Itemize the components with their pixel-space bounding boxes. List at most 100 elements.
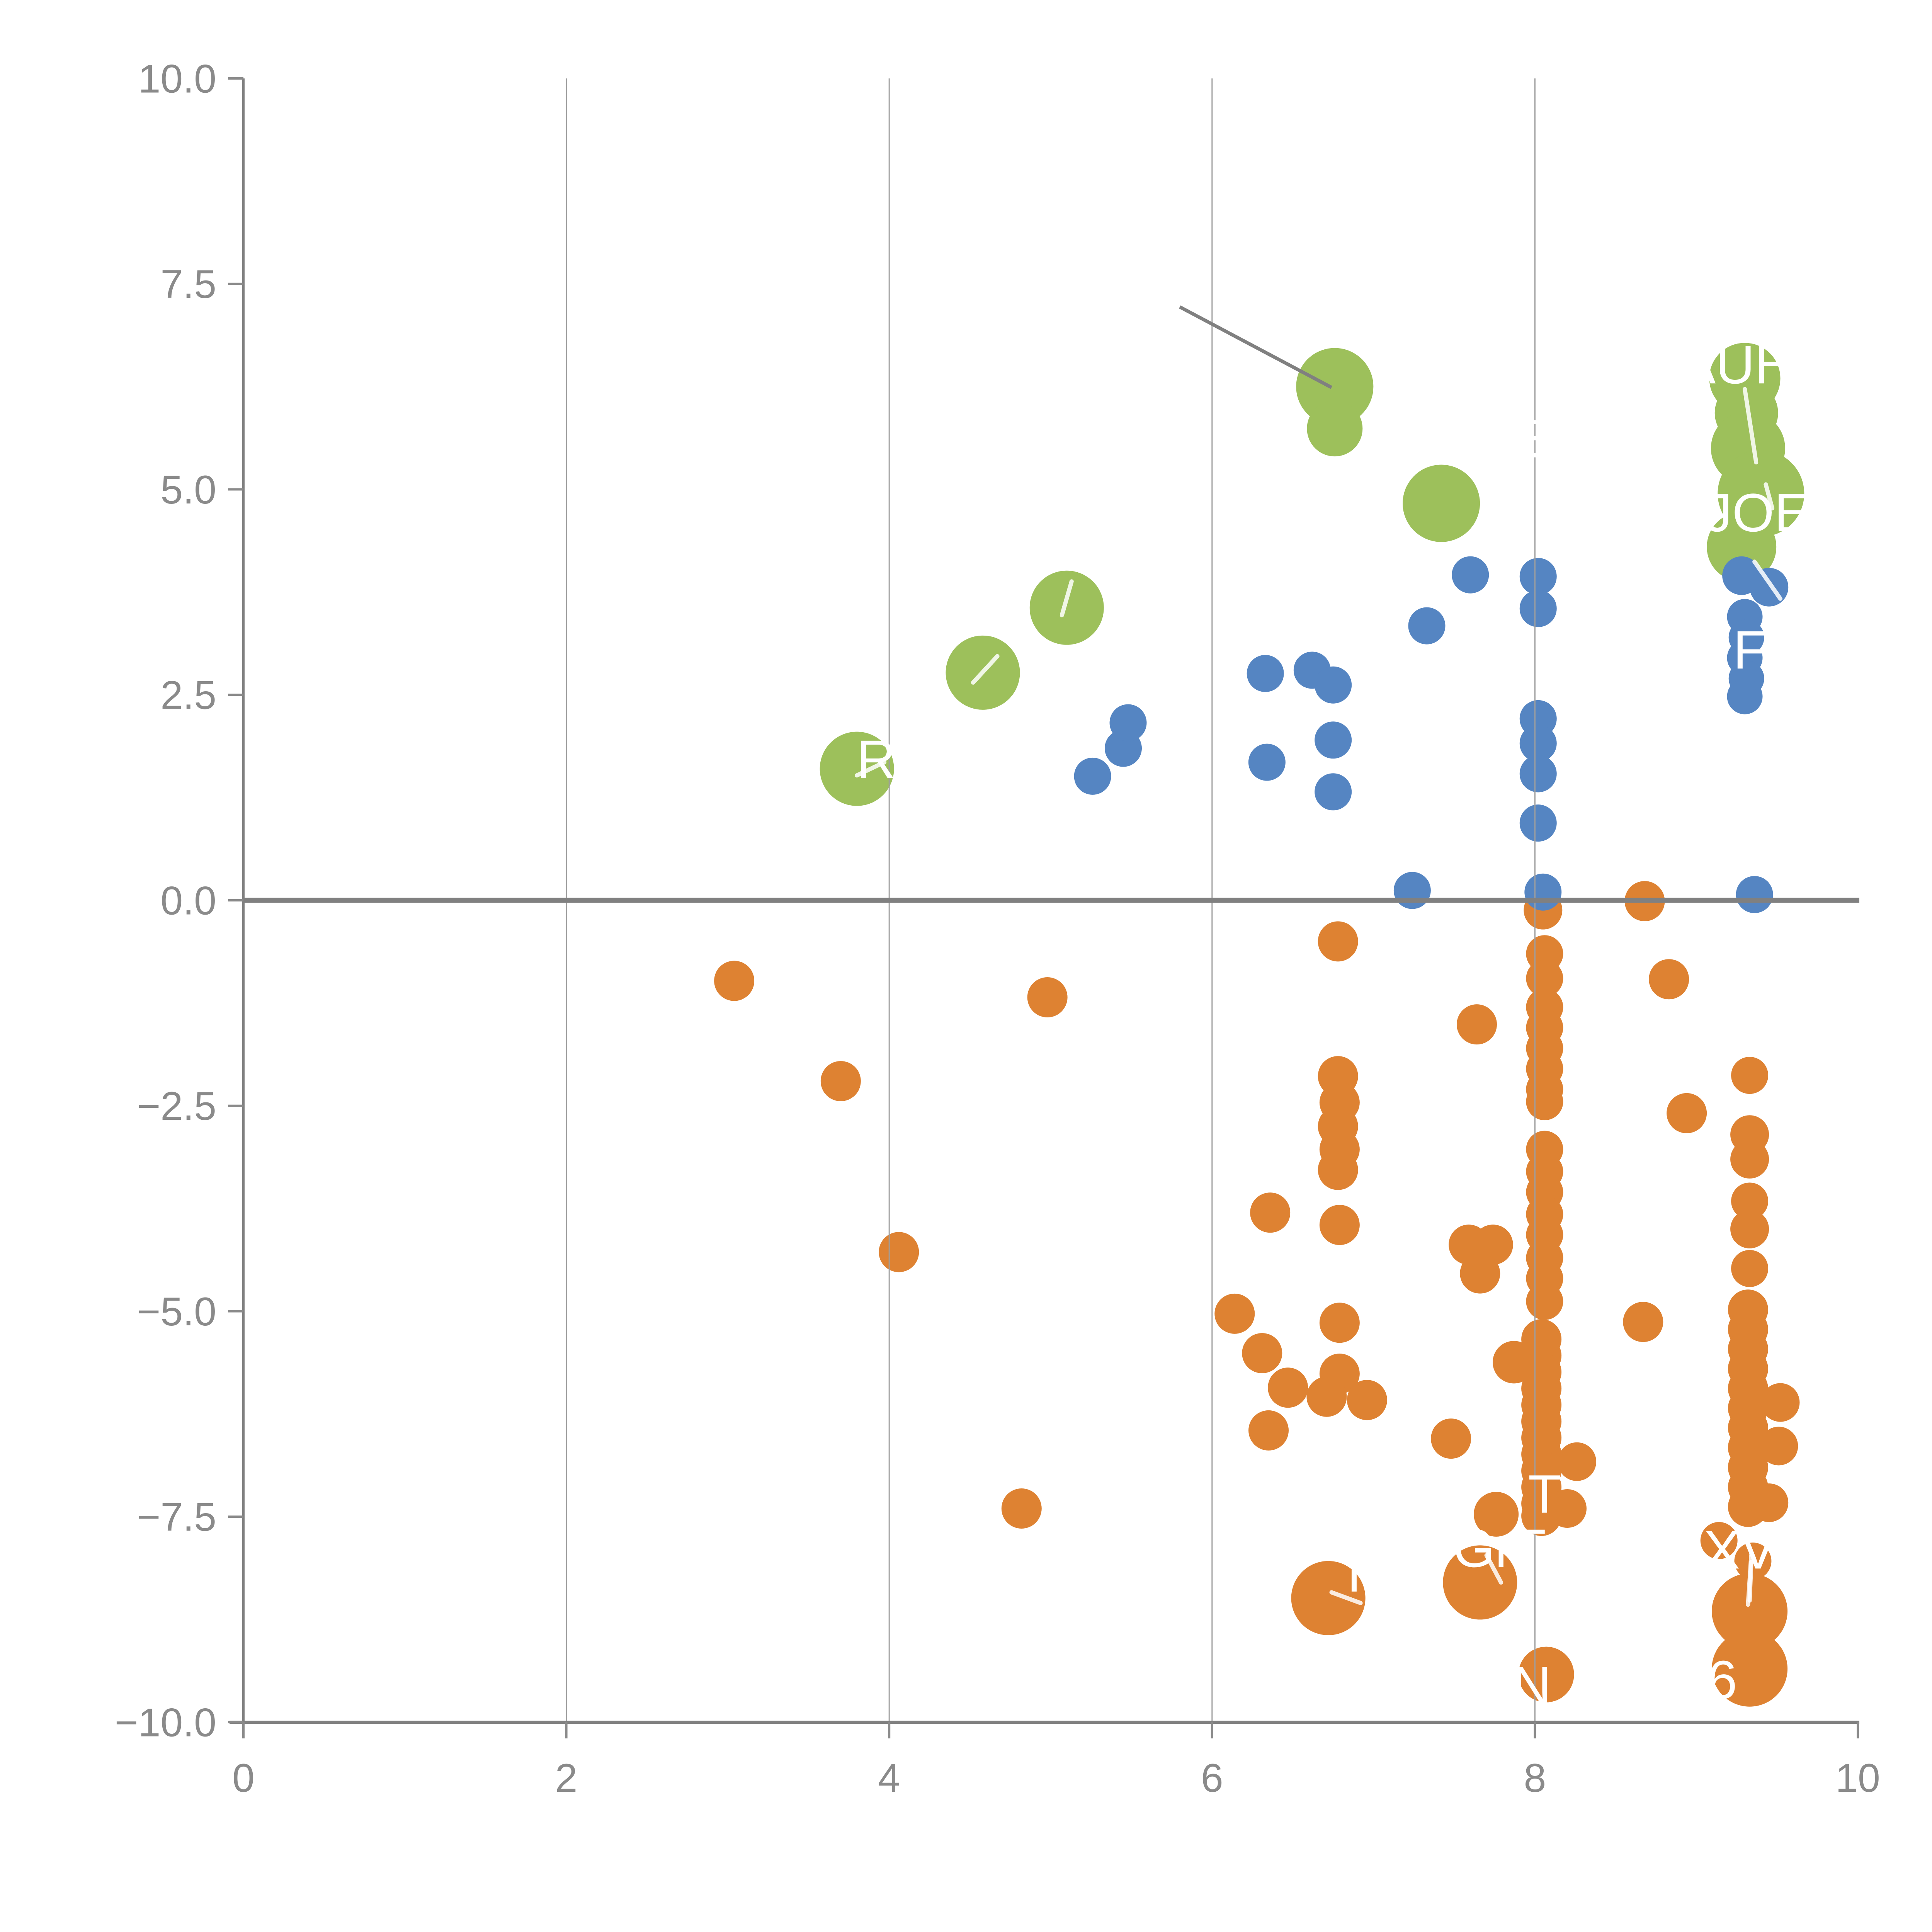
point-label: AUH (1680, 334, 1794, 395)
y-tick-label: 10.0 (138, 56, 216, 101)
y-tick-label: −2.5 (137, 1084, 216, 1129)
blue-data-point (1519, 804, 1557, 842)
orange-data-point (1242, 1333, 1282, 1373)
orange-data-point (1319, 1205, 1360, 1245)
blue-data-point (1519, 724, 1557, 762)
y-tick-label: 5.0 (160, 468, 216, 512)
orange-data-point (1268, 1367, 1308, 1408)
white-leader-line (971, 654, 1000, 685)
point-label: GrT (1453, 1518, 1546, 1578)
blue-data-point (1315, 721, 1352, 759)
orange-data-point (1250, 1192, 1291, 1233)
orange-data-point (1214, 1293, 1255, 1334)
orange-data-point (1526, 1083, 1563, 1121)
orange-data-point (1474, 1492, 1519, 1537)
white-leader-line (1484, 1553, 1503, 1585)
green-data-point (1403, 464, 1480, 542)
orange-data-point (1731, 1182, 1769, 1220)
point-label: N (1512, 1655, 1551, 1716)
x-tick-label: 10 (1835, 1756, 1880, 1801)
orange-data-point (1001, 1488, 1042, 1529)
green-data-point (820, 731, 894, 806)
orange-data-point (1431, 1418, 1471, 1459)
y-tick-label: −10.0 (115, 1700, 216, 1745)
y-tick-label: 0.0 (160, 878, 216, 923)
orange-data-point (1319, 1303, 1360, 1343)
white-leader-line (1329, 1590, 1363, 1605)
orange-data-point (1558, 1442, 1597, 1481)
blue-data-point (1736, 876, 1773, 913)
blue-data-point (1315, 666, 1352, 704)
orange-data-point (1623, 1302, 1663, 1342)
orange-data-point (1712, 1573, 1788, 1649)
orange-data-point (1518, 1646, 1574, 1702)
white-leader-line (855, 760, 887, 778)
point-label: JOE (1705, 482, 1810, 543)
orange-data-point (1291, 1561, 1366, 1635)
orange-data-point (1712, 1631, 1788, 1707)
blue-data-point (1519, 755, 1557, 793)
orange-data-point (1700, 1522, 1738, 1559)
orange-data-point (714, 961, 755, 1001)
x-tick-label: 8 (1524, 1756, 1546, 1801)
orange-data-point (879, 1232, 919, 1272)
x-tick-label: 2 (555, 1756, 578, 1801)
white-leader-line (1747, 1560, 1753, 1603)
y-tick-label: 2.5 (160, 673, 216, 718)
orange-data-point (1306, 1376, 1347, 1417)
orange-data-point (820, 1061, 861, 1101)
orange-data-point (1750, 1483, 1789, 1522)
blue-data-point (1109, 704, 1147, 742)
gray-leader-line (1179, 305, 1333, 389)
orange-data-point (1730, 1140, 1769, 1179)
point-label: 6 (1707, 1649, 1737, 1710)
orange-data-point (1667, 1093, 1707, 1133)
green-data-point (1307, 401, 1363, 457)
blue-data-point (1408, 607, 1446, 645)
orange-data-point (1649, 959, 1689, 1000)
orange-data-point (1730, 1209, 1769, 1248)
orange-data-point (1027, 977, 1068, 1017)
orange-data-point (1248, 1410, 1289, 1451)
orange-data-point (1731, 1250, 1769, 1287)
blue-data-point (1727, 679, 1763, 714)
orange-data-point (1443, 1545, 1517, 1620)
y-tick-label: 7.5 (160, 262, 216, 307)
orange-data-point (1318, 1150, 1358, 1190)
y-tick-label: −5.0 (137, 1289, 216, 1334)
white-leader-line (1764, 482, 1775, 510)
blue-data-point (1452, 556, 1489, 594)
blue-data-point (1248, 743, 1286, 781)
blue-data-point (1519, 590, 1557, 627)
green-data-point (1029, 570, 1104, 645)
green-data-point (1707, 512, 1777, 582)
point-label: T (1338, 1543, 1371, 1603)
white-leader-line (1060, 579, 1074, 617)
blue-data-point (1524, 873, 1562, 911)
blue-data-point (1074, 757, 1111, 795)
white-leader-line (1743, 387, 1759, 464)
blue-data-point (1519, 558, 1557, 595)
point-label: T (1528, 1464, 1561, 1524)
blue-data-point (1750, 568, 1789, 607)
green-data-point (1296, 348, 1374, 425)
orange-data-point (1460, 1253, 1500, 1294)
point-label: R (857, 729, 896, 789)
blue-data-point (1247, 655, 1284, 692)
point-label: E (1512, 408, 1548, 469)
point-label: F (1733, 619, 1766, 680)
orange-data-point (1347, 1380, 1387, 1420)
orange-data-point (1761, 1383, 1800, 1422)
orange-data-point (1456, 1004, 1497, 1045)
blue-data-point (1393, 872, 1431, 909)
y-tick-label: −7.5 (137, 1495, 216, 1540)
x-tick-label: 6 (1201, 1756, 1223, 1801)
blue-data-point (1315, 773, 1352, 811)
x-tick-label: 4 (878, 1756, 900, 1801)
orange-data-point (1526, 1282, 1563, 1320)
x-tick-label: 0 (232, 1756, 255, 1801)
orange-data-point (1318, 921, 1358, 962)
white-leader-line (1752, 560, 1782, 601)
